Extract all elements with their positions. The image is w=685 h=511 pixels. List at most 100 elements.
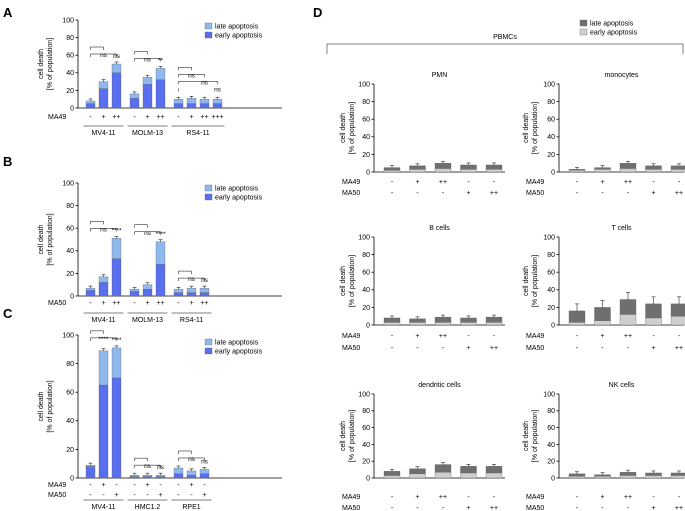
- chart-a-g2-signif-label-2: ns: [214, 86, 222, 93]
- subplot-1: 0 20 40 60 80 100 cell death [% of population] m…: [523, 72, 685, 197]
- chart-c-row-0-value-7: +: [189, 482, 193, 489]
- chart-c-row-0-value-5: -: [159, 482, 162, 489]
- chart-d-s2-title: B cells: [429, 225, 450, 232]
- chart-d-s5-row-label-1: MA50: [526, 505, 544, 511]
- chart-a-row-label-0: MA49: [48, 114, 66, 121]
- chart-b-legend-label-early: early apoptosis: [215, 195, 263, 202]
- chart-d-s1-bar-4-early: [670, 169, 685, 173]
- chart-d-s3-row-label-0: MA49: [526, 333, 544, 340]
- chart-a-g2-bar-0-early: [173, 103, 184, 109]
- chart-b-ylabel-line1: cell death: [38, 224, 45, 254]
- chart-b-g0-bar-1-late: [98, 276, 109, 283]
- chart-d-s0-bar-3-early: [460, 169, 477, 173]
- chart-d-s2-row-1-value-0: -: [391, 345, 394, 352]
- chart-a-g0-bar-0-late: [85, 100, 96, 104]
- chart-d-s3-row-1-value-0: -: [576, 345, 579, 352]
- chart-c-row-1-value-8: +: [202, 492, 206, 499]
- chart-d-s5-row-0-value-2: ++: [624, 494, 632, 501]
- chart-d-s3-row-1-value-3: +: [651, 345, 655, 352]
- chart-d-s4-title: dendritic cells: [418, 382, 461, 389]
- chart-d-s5-y-tick-label: 0: [551, 475, 555, 482]
- chart-d-s4-bar-2-late: [434, 464, 452, 473]
- chart-d-s5-bar-0-late: [568, 473, 586, 477]
- chart-d-s4-row-label-0: MA49: [342, 494, 360, 501]
- chart-a-group-name-2: RS4-11: [186, 130, 209, 137]
- chart-d-s3-y-tick-label: 40: [547, 287, 555, 294]
- chart-c-g2-signif-label-0: ns: [188, 456, 196, 463]
- chart-d-s1-row-0-value-4: -: [678, 179, 681, 186]
- chart-d-s4-row-0-value-1: +: [415, 494, 419, 501]
- chart-d-s0-bar-4-early: [485, 169, 503, 173]
- chart-c-y-tick-label: 80: [66, 361, 74, 368]
- chart-d-s2-row-label-1: MA50: [342, 345, 360, 352]
- chart-d-s0-row-label-1: MA50: [342, 190, 360, 197]
- chart-d-s5-y-tick-label: 60: [547, 425, 555, 432]
- chart-a-ylabel: cell death [% of population]: [38, 38, 54, 90]
- chart-d-s0-row-1-value-0: -: [391, 190, 394, 197]
- chart-a-g0-bar-0-early: [85, 103, 96, 109]
- chart-d-s5-bar-4-late: [670, 472, 685, 476]
- chart-c-ylabel-line1: cell death: [38, 391, 45, 421]
- chart-b-g2-bar-1-early: [186, 292, 197, 297]
- chart-a-row-0-value-1: +: [101, 114, 105, 121]
- chart-c-y-tick-label: 20: [66, 447, 74, 454]
- panel-c: 0 20 40 60 80 100 cell death [% of population] l…: [38, 330, 282, 511]
- chart-d-s3-ylabel-line1: cell death: [523, 266, 530, 296]
- chart-d-s2-bar-4-late: [485, 316, 503, 323]
- chart-c-row-1-value-0: -: [89, 492, 92, 499]
- chart-d-s0-title: PMN: [432, 72, 448, 79]
- chart-d-s3-row-0-value-4: -: [678, 333, 681, 340]
- chart-d-s3-title: T cells: [611, 225, 632, 232]
- chart-c-g1-bar-1-early: [142, 476, 153, 479]
- chart-a-g2-signif-bracket-0: [178, 67, 192, 71]
- chart-d-s0-row-0-value-2: ++: [439, 179, 447, 186]
- chart-d-s3-y-tick-label: 20: [547, 305, 555, 312]
- chart-a-g2-bar-1-early: [186, 103, 197, 109]
- chart-d-s2-ylabel-line2: [% of population]: [349, 255, 356, 307]
- chart-d-s1-bar-2-late: [619, 163, 637, 169]
- chart-c-g1-bar-1-late: [142, 474, 153, 477]
- chart-d-s4-bar-0-late: [383, 471, 401, 476]
- chart-b-g0-bar-0-early: [85, 290, 96, 297]
- chart-b-y-tick-label: 80: [66, 203, 74, 210]
- chart-b-legend-swatch-late: [204, 184, 213, 192]
- chart-d-s1-y-tick-label: 100: [543, 81, 555, 88]
- chart-d-s2-row-1-value-3: +: [466, 345, 470, 352]
- chart-c-g2-bar-2-late: [199, 469, 210, 474]
- chart-a-g2-signif-label-1: ns: [201, 79, 209, 86]
- chart-b-g1-bar-2-early: [155, 264, 166, 297]
- chart-a-g0-bar-2-early: [111, 72, 122, 109]
- chart-d-legend-label-early: early apoptosis: [590, 30, 638, 37]
- chart-d-s0-bar-2-late: [434, 163, 452, 169]
- chart-d-s3-row-0-value-3: -: [652, 333, 655, 340]
- chart-a-g2-bar-2-late: [199, 99, 210, 104]
- chart-b-g2-bar-2-late: [199, 287, 210, 293]
- chart-d-s5-bar-0-early: [568, 476, 586, 479]
- chart-d-s3-y-tick-label: 60: [547, 270, 555, 277]
- chart-b-g2-bar-0-late: [173, 289, 184, 293]
- chart-b-y-tick-label: 100: [62, 180, 74, 187]
- chart-c-row-label-1: MA50: [48, 492, 66, 499]
- chart-b-g2-signif-bracket-1: [178, 277, 205, 282]
- chart-d-s3-bar-3-late: [645, 303, 662, 319]
- chart-d-s2-bar-1-late: [409, 318, 426, 323]
- chart-d-s0-bar-2-early: [434, 168, 452, 173]
- chart-a-g1-bar-1-late: [142, 77, 153, 85]
- chart-c-g1-bar-2-late: [155, 474, 166, 477]
- chart-d-s2-bar-2-late: [434, 316, 452, 323]
- chart-a-g1-signif-bracket-1: [134, 58, 161, 62]
- chart-a-g1-signif-label-0: ns: [144, 56, 152, 63]
- chart-b-g0-signif-bracket-0: [90, 221, 104, 225]
- chart-b-g2-signif-label-1: ns: [201, 277, 209, 284]
- chart-c-g2-bar-0-early: [173, 473, 184, 479]
- chart-a-g0-signif-bracket-1: [90, 53, 117, 57]
- chart-d-s5-bar-1-early: [594, 476, 611, 479]
- chart-d-s4-y-tick-label: 20: [362, 459, 370, 466]
- chart-d-s3-row-1-value-2: -: [627, 345, 630, 352]
- chart-d-s2-row-0-value-1: +: [415, 333, 419, 340]
- chart-a-y-tick-label: 0: [70, 105, 74, 112]
- chart-d-s5-title: NK cells: [609, 382, 635, 389]
- chart-d-s4-bar-3-late: [460, 466, 477, 474]
- chart-c-group-name-2: RPE1: [182, 504, 200, 511]
- chart-d-s4-row-1-value-1: -: [416, 505, 419, 511]
